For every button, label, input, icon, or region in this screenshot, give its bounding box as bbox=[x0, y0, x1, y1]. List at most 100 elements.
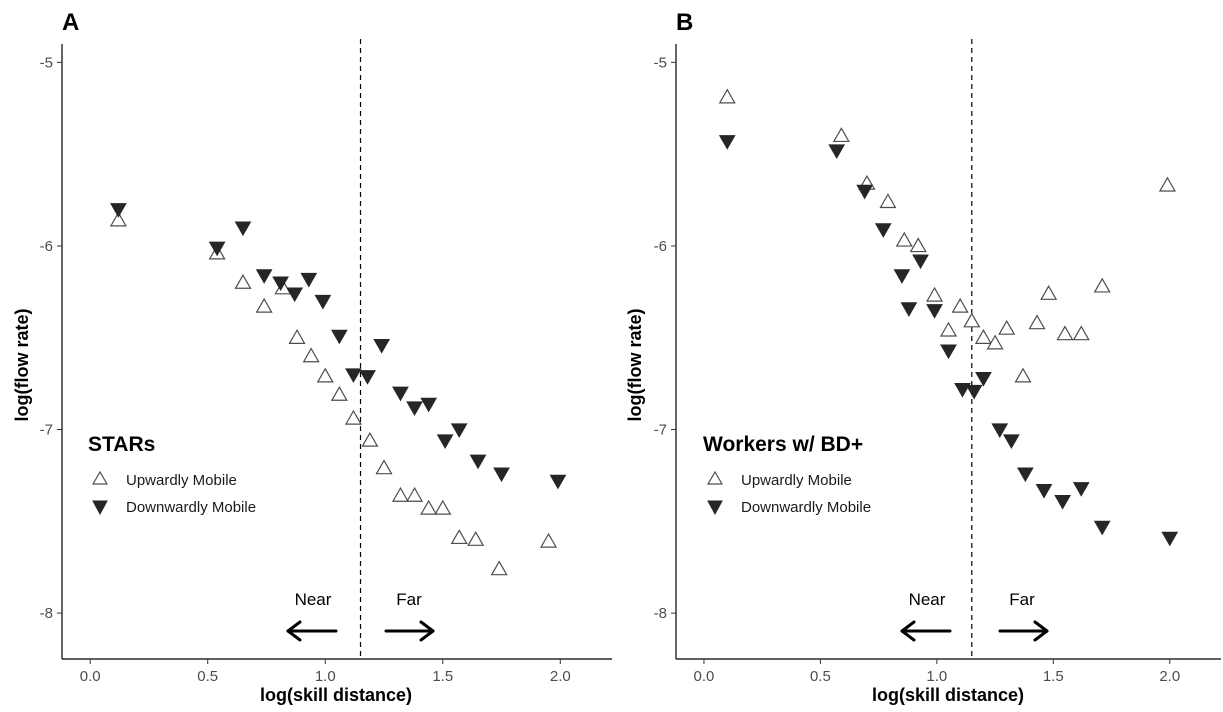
downward-point-a bbox=[493, 467, 510, 483]
downward-point-a bbox=[420, 397, 438, 413]
near-label-a: Near bbox=[295, 590, 332, 609]
y-tick-label-b: -7 bbox=[654, 422, 667, 439]
downward-point-a bbox=[110, 203, 127, 218]
x-tick-label-b: 0.0 bbox=[694, 668, 715, 685]
far-label-b: Far bbox=[1009, 590, 1035, 609]
downward-point-a bbox=[272, 276, 289, 292]
downward-point-b bbox=[1003, 434, 1020, 450]
upward-point-a bbox=[420, 499, 438, 515]
downward-point-b bbox=[1161, 531, 1179, 547]
downward-point-b bbox=[912, 254, 929, 270]
upward-point-a bbox=[234, 273, 252, 289]
downward-point-b bbox=[828, 144, 846, 159]
near-far-annotation-a: Near Far bbox=[286, 590, 435, 642]
upward-point-b bbox=[832, 127, 850, 143]
downward-point-a bbox=[286, 287, 304, 303]
panel-letter-a: A bbox=[62, 9, 79, 36]
x-tick-label-b: 0.5 bbox=[810, 668, 831, 685]
downward-point-a bbox=[314, 294, 332, 310]
arrow-right-a bbox=[384, 620, 435, 642]
downward-point-b bbox=[1072, 482, 1090, 497]
far-label-a: Far bbox=[396, 590, 422, 609]
upward-point-a bbox=[288, 329, 306, 344]
downward-point-b bbox=[900, 302, 918, 317]
upward-point-a bbox=[361, 431, 379, 447]
x-tick-label-b: 1.5 bbox=[1043, 668, 1064, 685]
upward-point-b bbox=[925, 286, 944, 302]
upward-point-a bbox=[467, 530, 485, 546]
upward-point-b bbox=[1056, 325, 1074, 341]
downward-point-a bbox=[208, 241, 226, 257]
legend-b: Workers w/ BD+ Upwardly Mobile Downwardl… bbox=[703, 433, 871, 516]
legend-marker-upward-a bbox=[91, 470, 109, 485]
downward-point-a bbox=[234, 221, 252, 237]
downward-point-b bbox=[940, 344, 957, 360]
legend-title-a: STARs bbox=[88, 433, 155, 456]
upward-point-b bbox=[909, 237, 927, 253]
arrow-left-b bbox=[900, 620, 952, 642]
upward-point-b bbox=[998, 319, 1016, 335]
y-tick-label-a: -7 bbox=[40, 422, 53, 439]
plot-area-a: 0.0 0.5 1.0 1.5 2.0 -5 -6 -7 -8 bbox=[40, 39, 612, 685]
panel-a: A 0.0 0.5 1.0 1.5 2.0 -5 -6 -7 -8 log(skill dist… bbox=[12, 9, 612, 705]
y-tick-label-a: -6 bbox=[40, 238, 53, 255]
upward-point-b bbox=[1028, 314, 1046, 330]
downward-point-b bbox=[856, 184, 874, 200]
upward-point-a bbox=[255, 297, 273, 313]
downward-point-b bbox=[893, 269, 911, 284]
upward-point-a bbox=[344, 409, 362, 425]
upward-point-a bbox=[302, 347, 320, 363]
y-axis-title-a: log(flow rate) bbox=[12, 309, 32, 422]
downward-point-a bbox=[359, 370, 376, 385]
y-tick-label-b: -8 bbox=[654, 605, 667, 622]
downward-point-b bbox=[991, 423, 1009, 439]
upward-point-b bbox=[951, 297, 969, 313]
x-tick-label-a: 0.5 bbox=[197, 668, 218, 685]
upward-point-b bbox=[963, 312, 981, 328]
upward-point-a bbox=[450, 529, 468, 545]
x-tick-label-a: 2.0 bbox=[550, 668, 571, 685]
near-label-b: Near bbox=[909, 590, 946, 609]
upward-point-a bbox=[391, 486, 409, 502]
arrow-right-b bbox=[998, 620, 1049, 642]
upward-point-a bbox=[540, 532, 558, 548]
legend-label-downward-a: Downwardly Mobile bbox=[126, 499, 256, 516]
y-tick-label-a: -8 bbox=[40, 605, 53, 622]
downward-point-a bbox=[549, 474, 567, 490]
downward-point-b bbox=[1093, 520, 1111, 536]
downward-point-b bbox=[1016, 467, 1034, 483]
downward-point-a bbox=[469, 454, 487, 470]
legend-a: STARs Upwardly Mobile Downwardly Mobile bbox=[88, 433, 256, 516]
plot-area-b: 0.0 0.5 1.0 1.5 2.0 -5 -6 -7 -8 bbox=[654, 39, 1221, 685]
x-tick-label-b: 1.0 bbox=[926, 668, 947, 685]
upward-point-b bbox=[974, 329, 992, 344]
upward-point-b bbox=[879, 193, 897, 209]
upward-point-b bbox=[718, 88, 736, 104]
upward-point-a bbox=[434, 499, 452, 515]
x-axis-title-b: log(skill distance) bbox=[872, 685, 1024, 705]
downward-point-b bbox=[718, 135, 736, 150]
legend-title-b: Workers w/ BD+ bbox=[703, 433, 863, 456]
upward-point-b bbox=[1014, 367, 1032, 383]
x-axis-title-a: log(skill distance) bbox=[260, 685, 412, 705]
y-tick-label-b: -6 bbox=[654, 238, 667, 255]
legend-marker-downward-b bbox=[707, 500, 723, 516]
downward-point-b bbox=[975, 371, 992, 387]
x-tick-label-a: 0.0 bbox=[80, 668, 101, 685]
upward-point-a bbox=[109, 211, 127, 227]
upward-point-a bbox=[330, 385, 348, 401]
downward-point-a bbox=[406, 401, 423, 417]
downward-point-b bbox=[1054, 494, 1071, 510]
arrow-left-a bbox=[286, 620, 338, 642]
panel-b: B 0.0 0.5 1.0 1.5 2.0 -5 -6 -7 -8 log(skill dist… bbox=[625, 9, 1221, 705]
upward-point-b bbox=[1040, 284, 1058, 300]
downward-point-a bbox=[450, 423, 468, 439]
upward-point-b bbox=[986, 334, 1004, 350]
y-axis-title-b: log(flow rate) bbox=[625, 309, 645, 422]
upward-point-a bbox=[316, 367, 334, 383]
x-tick-label-a: 1.5 bbox=[432, 668, 453, 685]
downward-point-a bbox=[300, 272, 318, 288]
downward-point-a bbox=[392, 386, 409, 402]
upward-point-b bbox=[1093, 277, 1111, 293]
near-far-annotation-b: Near Far bbox=[900, 590, 1049, 642]
